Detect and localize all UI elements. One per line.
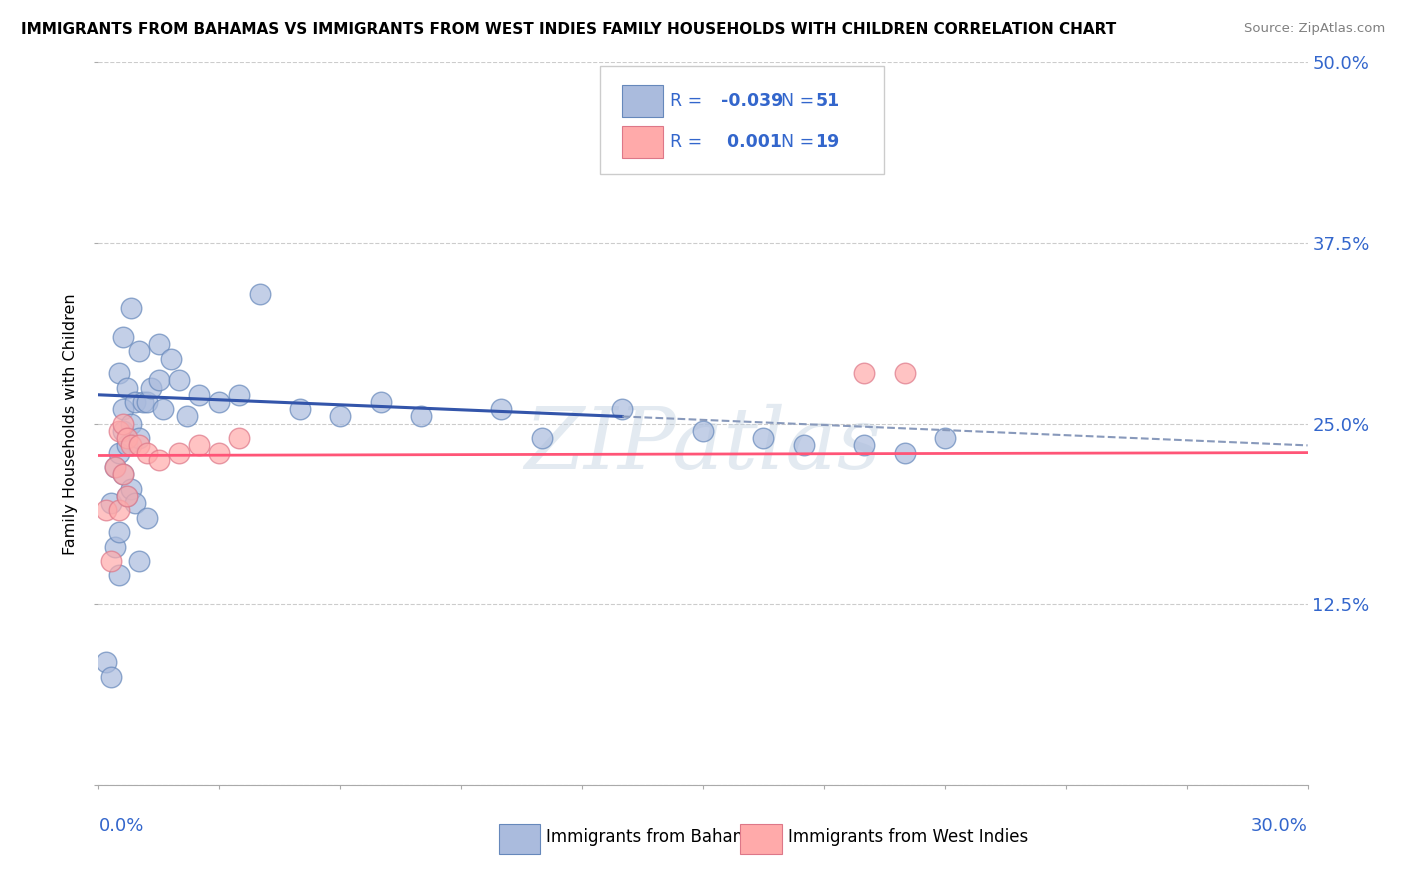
Text: 0.001: 0.001 [721,133,782,151]
FancyBboxPatch shape [600,66,884,175]
Point [115,431,138,445]
Point [491,402,513,417]
Point [103,460,125,475]
FancyBboxPatch shape [499,824,540,855]
Text: Source: ZipAtlas.com: Source: ZipAtlas.com [1244,22,1385,36]
Point [128,344,150,359]
Point [853,366,876,380]
Point [107,366,129,380]
Point [132,395,155,409]
Point [120,482,142,496]
Point [228,388,250,402]
Point [288,402,311,417]
Point [120,417,142,431]
Text: R =: R = [671,92,709,110]
Point [96,503,118,517]
Text: Immigrants from Bahamas: Immigrants from Bahamas [546,828,768,846]
FancyBboxPatch shape [621,85,664,117]
Point [370,395,392,409]
Point [188,388,211,402]
Point [111,330,134,344]
Text: 19: 19 [815,133,839,151]
Point [249,286,271,301]
Text: 0.0%: 0.0% [98,817,143,836]
Point [176,409,198,424]
Point [612,402,634,417]
Point [853,438,876,452]
Text: N =: N = [769,92,820,110]
Point [124,496,146,510]
Point [148,373,170,387]
Point [115,489,138,503]
Point [139,380,162,394]
Point [135,395,157,409]
FancyBboxPatch shape [621,126,664,158]
Point [111,467,134,482]
Y-axis label: Family Households with Children: Family Households with Children [63,293,79,555]
Point [107,524,129,539]
Point [120,301,142,315]
Point [128,438,150,452]
Text: R =: R = [671,133,709,151]
Point [530,431,553,445]
Point [107,503,129,517]
Point [115,489,138,503]
Point [107,445,129,459]
Point [107,568,129,582]
Point [100,496,122,510]
Point [188,438,211,452]
Point [135,510,157,524]
Point [208,445,231,459]
Point [115,380,138,394]
Text: ZIPatlas: ZIPatlas [524,404,882,487]
Point [124,395,146,409]
Point [148,337,170,351]
Point [893,366,915,380]
Text: IMMIGRANTS FROM BAHAMAS VS IMMIGRANTS FROM WEST INDIES FAMILY HOUSEHOLDS WITH CH: IMMIGRANTS FROM BAHAMAS VS IMMIGRANTS FR… [21,22,1116,37]
Point [152,402,174,417]
Text: 30.0%: 30.0% [1251,817,1308,836]
Point [329,409,352,424]
Point [111,417,134,431]
Point [128,554,150,568]
Point [100,669,122,683]
Point [148,452,170,467]
Point [111,467,134,482]
Point [167,445,190,459]
Point [103,460,125,475]
Point [111,424,134,438]
Point [103,540,125,554]
Point [115,438,138,452]
Point [135,445,157,459]
Point [160,351,183,366]
Point [167,373,190,387]
Point [793,438,815,452]
Point [120,438,142,452]
Point [208,395,231,409]
Text: Immigrants from West Indies: Immigrants from West Indies [787,828,1028,846]
Point [107,424,129,438]
Text: 51: 51 [815,92,839,110]
Point [111,402,134,417]
Point [100,554,122,568]
Point [228,431,250,445]
Point [128,431,150,445]
Text: N =: N = [769,133,820,151]
Text: -0.039: -0.039 [721,92,783,110]
Point [934,431,956,445]
Point [692,424,714,438]
Point [893,445,915,459]
FancyBboxPatch shape [741,824,782,855]
Point [752,431,775,445]
Point [409,409,432,424]
Point [96,655,118,669]
